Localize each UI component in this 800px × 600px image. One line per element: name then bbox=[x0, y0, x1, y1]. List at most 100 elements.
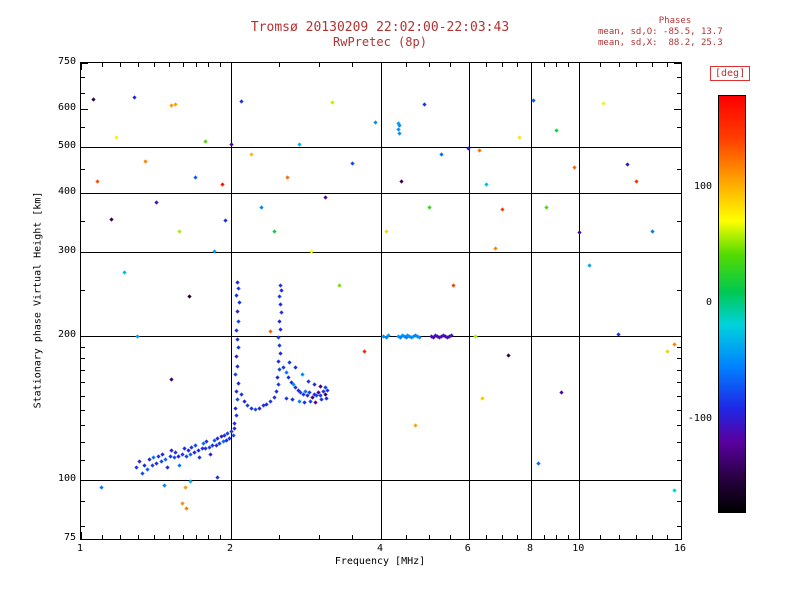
data-point bbox=[184, 506, 189, 511]
x-minor-tick bbox=[120, 535, 122, 539]
gridline-x bbox=[381, 63, 382, 539]
x-tick bbox=[381, 63, 382, 70]
y-minor-tick bbox=[81, 127, 85, 129]
y-minor-tick bbox=[81, 382, 85, 384]
x-minor-tick bbox=[544, 63, 546, 67]
x-minor-tick bbox=[318, 63, 320, 67]
y-minor-tick bbox=[677, 77, 681, 79]
data-point bbox=[278, 310, 284, 315]
y-tick bbox=[674, 479, 681, 481]
gridline-y bbox=[81, 146, 681, 148]
data-point bbox=[235, 397, 240, 402]
x-tick bbox=[531, 532, 532, 539]
data-point bbox=[236, 286, 241, 291]
data-point bbox=[235, 309, 240, 314]
data-point bbox=[349, 161, 355, 166]
y-minor-tick bbox=[677, 409, 681, 411]
data-point bbox=[572, 165, 578, 170]
y-minor-tick bbox=[81, 395, 85, 397]
data-point bbox=[281, 365, 286, 370]
x-minor-tick bbox=[406, 63, 408, 67]
gridline-y bbox=[81, 252, 681, 254]
y-tick-label: 300 bbox=[57, 245, 76, 257]
data-point bbox=[397, 131, 402, 137]
x-minor-tick bbox=[208, 535, 210, 539]
gridline-y bbox=[81, 336, 681, 338]
data-point bbox=[235, 337, 240, 342]
data-point bbox=[154, 461, 159, 466]
y-minor-tick bbox=[81, 525, 85, 527]
x-minor-tick bbox=[153, 63, 155, 67]
gridline-x bbox=[531, 63, 532, 539]
x-minor-tick bbox=[618, 535, 620, 539]
data-point bbox=[264, 402, 269, 407]
y-tick-label: 400 bbox=[57, 185, 76, 197]
data-point bbox=[297, 399, 302, 404]
data-point bbox=[275, 375, 280, 380]
data-point bbox=[257, 406, 262, 411]
x-tick bbox=[81, 532, 82, 539]
data-point bbox=[121, 270, 127, 275]
y-tick bbox=[674, 109, 681, 111]
data-point bbox=[300, 372, 305, 377]
data-point bbox=[384, 229, 389, 234]
x-tick bbox=[531, 63, 532, 70]
data-point bbox=[473, 334, 478, 339]
data-point bbox=[302, 400, 307, 405]
x-tick-label: 6 bbox=[464, 543, 471, 554]
x-minor-tick bbox=[195, 63, 197, 67]
y-minor-tick bbox=[677, 168, 681, 170]
data-point bbox=[277, 343, 282, 348]
data-point bbox=[284, 396, 290, 401]
data-point bbox=[133, 465, 139, 470]
data-point bbox=[223, 218, 228, 223]
y-tick bbox=[81, 539, 88, 540]
y-minor-tick bbox=[81, 168, 85, 170]
x-minor-tick bbox=[279, 535, 281, 539]
y-tick-label: 600 bbox=[57, 102, 76, 114]
data-point bbox=[197, 455, 202, 461]
data-point bbox=[204, 439, 210, 444]
data-point bbox=[95, 179, 100, 184]
stats-header: Phases bbox=[658, 16, 692, 26]
gridline-x bbox=[579, 63, 581, 539]
data-point bbox=[135, 334, 140, 339]
data-point bbox=[160, 452, 166, 457]
x-minor-tick bbox=[486, 535, 488, 539]
x-tick-label: 10 bbox=[572, 543, 585, 554]
data-point bbox=[278, 327, 283, 332]
data-point bbox=[577, 230, 582, 235]
y-minor-tick bbox=[677, 525, 681, 527]
data-point bbox=[236, 345, 241, 351]
y-tick bbox=[81, 192, 88, 194]
data-point bbox=[287, 360, 292, 365]
data-point bbox=[362, 349, 367, 354]
x-minor-tick bbox=[352, 535, 354, 539]
y-minor-tick bbox=[81, 441, 85, 443]
data-point bbox=[306, 378, 311, 384]
phase-stats: Phases mean, sd,O: -85.5, 13.7 mean, sd,… bbox=[598, 16, 752, 49]
x-minor-tick bbox=[219, 535, 221, 539]
data-point bbox=[234, 389, 239, 394]
data-point bbox=[283, 370, 289, 375]
x-minor-tick bbox=[208, 63, 210, 67]
x-tick bbox=[81, 63, 82, 70]
y-tick bbox=[674, 336, 681, 338]
data-point bbox=[173, 102, 178, 107]
data-point bbox=[249, 152, 254, 157]
colorbar-tick-label: -100 bbox=[687, 412, 712, 424]
data-point bbox=[531, 98, 536, 103]
x-minor-tick bbox=[568, 535, 570, 539]
data-point bbox=[183, 485, 188, 491]
data-point bbox=[451, 283, 456, 288]
y-tick-label: 750 bbox=[57, 56, 76, 67]
y-tick bbox=[81, 63, 88, 64]
y-tick-label: 200 bbox=[57, 329, 76, 341]
data-point bbox=[234, 328, 239, 333]
x-minor-tick bbox=[153, 535, 155, 539]
x-minor-tick bbox=[599, 63, 601, 67]
data-point bbox=[165, 465, 170, 470]
data-point bbox=[413, 423, 419, 428]
x-minor-tick bbox=[502, 535, 504, 539]
data-point bbox=[587, 263, 592, 268]
